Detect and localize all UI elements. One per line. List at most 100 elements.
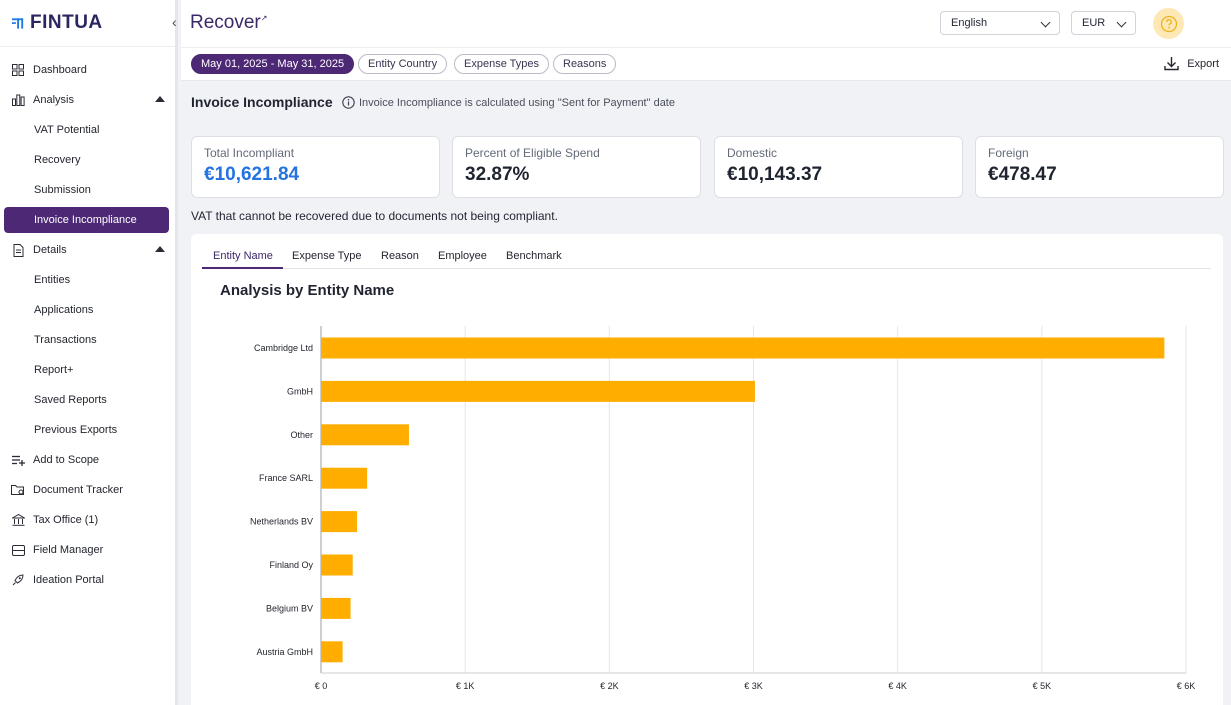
x-tick-label: € 6K	[1177, 681, 1196, 691]
kpi-value: €10,621.84	[204, 164, 300, 185]
external-link-icon: ↗	[260, 13, 268, 23]
sidebar-item-transactions[interactable]: Transactions	[34, 334, 97, 346]
sidebar-item-previous-exports[interactable]: Previous Exports	[34, 424, 118, 436]
x-tick-label: € 2K	[600, 681, 619, 691]
document-icon	[11, 243, 25, 257]
product-title: Recover↗	[190, 12, 267, 34]
currency-select[interactable]: EUR	[1071, 11, 1136, 35]
reasons-filter[interactable]: Reasons	[553, 54, 617, 74]
sidebar-item-report-plus[interactable]: Report+	[34, 364, 74, 376]
sidebar-item-dashboard[interactable]: Dashboard	[0, 55, 175, 85]
sidebar-item-details[interactable]: Details	[0, 235, 175, 265]
export-button[interactable]: Export	[1164, 56, 1219, 71]
tab-employee[interactable]: Employee	[438, 250, 487, 262]
analysis-panel: Entity Name Expense Type Reason Employee…	[191, 234, 1223, 705]
language-select[interactable]: English	[940, 11, 1060, 35]
x-tick-label: € 1K	[456, 681, 475, 691]
bar[interactable]	[321, 511, 358, 533]
sidebar-item-vat-potential[interactable]: VAT Potential	[34, 124, 100, 136]
sidebar-item-recovery[interactable]: Recovery	[34, 154, 81, 166]
sidebar-item-entities[interactable]: Entities	[34, 274, 71, 286]
sidebar-item-field-manager[interactable]: Field Manager	[0, 535, 175, 565]
bar[interactable]	[321, 380, 755, 402]
filter-bar: May 01, 2025 - May 31, 2025 Entity Count…	[181, 48, 1231, 81]
logo-text: FINTUA	[30, 12, 103, 33]
bar[interactable]	[321, 641, 343, 663]
export-label: Export	[1187, 57, 1219, 70]
bar[interactable]	[321, 467, 368, 489]
help-button[interactable]	[1153, 8, 1184, 39]
x-tick-label: € 4K	[888, 681, 907, 691]
sidebar-item-label: Add to Scope	[33, 454, 100, 466]
chevron-down-icon	[1116, 17, 1127, 28]
caret-up-icon[interactable]	[155, 246, 165, 252]
info-note: Invoice Incompliance is calculated using…	[342, 96, 675, 109]
sidebar-item-label: Details	[33, 244, 67, 256]
product-name: Recover	[190, 12, 261, 33]
sidebar-item-invoice-incompliance[interactable]: Invoice Incompliance	[4, 207, 169, 233]
y-category-label: Netherlands BV	[250, 517, 313, 527]
download-icon	[1164, 57, 1179, 71]
kpi-label: Domestic	[727, 146, 778, 160]
tab-expense-type[interactable]: Expense Type	[292, 250, 362, 262]
dashboard-icon	[11, 63, 25, 77]
tab-entity-name[interactable]: Entity Name	[213, 250, 273, 262]
tab-reason[interactable]: Reason	[381, 250, 419, 262]
chart-title: Analysis by Entity Name	[220, 282, 395, 299]
sidebar-item-applications[interactable]: Applications	[34, 304, 94, 316]
sidebar-item-label: Dashboard	[33, 64, 87, 76]
sidebar-item-add-to-scope[interactable]: Add to Scope	[0, 445, 175, 475]
logo[interactable]: FINTUA	[0, 0, 175, 47]
sidebar-nav: Dashboard Analysis VAT Potential Recover…	[0, 47, 175, 595]
kpi-card-total-incompliant: Total Incompliant €10,621.84	[191, 136, 440, 198]
sidebar-item-analysis[interactable]: Analysis	[0, 85, 175, 115]
sidebar-item-ideation-portal[interactable]: Ideation Portal	[0, 565, 175, 595]
sidebar-item-label: Field Manager	[33, 544, 104, 556]
y-category-label: Other	[290, 430, 313, 440]
kpi-value: 32.87%	[465, 164, 530, 185]
caret-up-icon[interactable]	[155, 96, 165, 102]
rocket-icon	[11, 573, 25, 587]
tab-benchmark[interactable]: Benchmark	[506, 250, 562, 262]
y-category-label: Belgium BV	[266, 603, 313, 613]
bank-icon	[11, 513, 25, 527]
field-manager-icon	[11, 543, 25, 557]
sidebar-item-saved-reports[interactable]: Saved Reports	[34, 394, 107, 406]
y-category-label: GmbH	[287, 386, 313, 396]
kpi-value: €478.47	[988, 164, 1057, 185]
bar[interactable]	[321, 597, 351, 619]
sidebar-item-document-tracker[interactable]: Document Tracker	[0, 475, 175, 505]
kpi-label: Foreign	[988, 146, 1029, 160]
sidebar: FINTUA Dashboard Analysis VAT Potential …	[0, 0, 178, 705]
active-tab-indicator	[202, 267, 283, 269]
bar[interactable]	[321, 337, 1165, 359]
kpi-value: €10,143.37	[727, 164, 823, 185]
language-value: English	[951, 17, 988, 29]
currency-value: EUR	[1082, 17, 1106, 29]
bar[interactable]	[321, 554, 353, 576]
info-text: Invoice Incompliance is calculated using…	[359, 96, 675, 109]
expense-types-filter[interactable]: Expense Types	[454, 54, 550, 74]
folder-search-icon	[11, 483, 25, 497]
sidebar-item-label: Document Tracker	[33, 484, 123, 496]
help-icon	[1160, 15, 1177, 32]
sidebar-item-label: Ideation Portal	[33, 574, 104, 586]
kpi-card-domestic: Domestic €10,143.37	[714, 136, 963, 198]
collapse-sidebar-icon[interactable]: ‹	[172, 14, 177, 30]
kpi-card-percent-eligible: Percent of Eligible Spend 32.87%	[452, 136, 701, 198]
kpi-label: Percent of Eligible Spend	[465, 146, 600, 160]
info-icon	[342, 96, 355, 109]
sidebar-item-submission[interactable]: Submission	[34, 184, 91, 196]
entity-country-filter[interactable]: Entity Country	[358, 54, 448, 74]
sidebar-item-label: Analysis	[33, 94, 74, 106]
chevron-down-icon	[1040, 17, 1051, 28]
y-category-label: Cambridge Ltd	[254, 343, 313, 353]
x-tick-label: € 3K	[744, 681, 763, 691]
sidebar-item-tax-office[interactable]: Tax Office (1)	[0, 505, 175, 535]
bar-chart-icon	[11, 93, 25, 107]
bar[interactable]	[321, 424, 409, 446]
date-range-filter[interactable]: May 01, 2025 - May 31, 2025	[191, 54, 355, 74]
page-title: Invoice Incompliance	[191, 94, 333, 110]
section-description: VAT that cannot be recovered due to docu…	[191, 209, 558, 223]
x-tick-label: € 0	[315, 681, 328, 691]
